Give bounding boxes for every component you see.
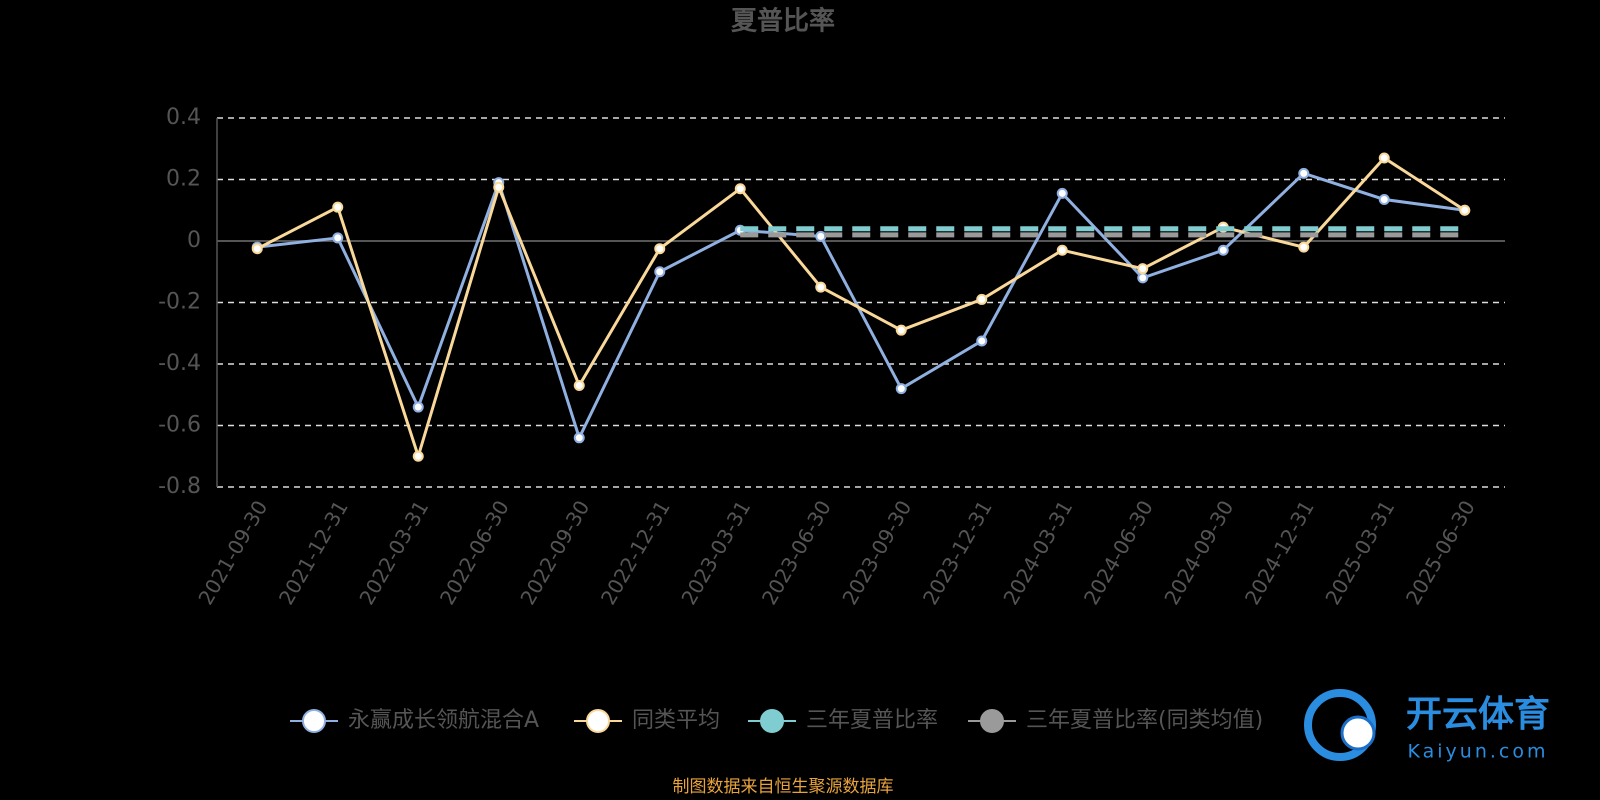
point-marker (1298, 241, 1310, 253)
series-line (257, 171, 1465, 442)
y-tick-label: 0.2 (166, 167, 201, 192)
x-tick-label: 2023-12-31 (918, 496, 997, 609)
watermark: 开云体育 Kaiyun.com (1304, 689, 1550, 763)
x-tick-label: 2022-09-30 (515, 496, 594, 609)
point-marker (1378, 193, 1390, 205)
x-tick-label: 2021-09-30 (193, 496, 272, 609)
point-marker (976, 293, 988, 305)
point-marker (976, 335, 988, 347)
point-marker (815, 230, 827, 242)
point-marker (332, 232, 344, 244)
x-tick-label: 2025-03-31 (1320, 496, 1399, 609)
legend-label: 三年夏普比率 (806, 708, 938, 733)
x-tick-label: 2024-12-31 (1240, 496, 1319, 609)
point-marker (1217, 244, 1229, 256)
point-marker (412, 450, 424, 462)
x-tick-label: 2023-06-30 (757, 496, 836, 609)
x-tick-label: 2023-03-31 (676, 496, 755, 609)
x-tick-label: 2024-06-30 (1079, 496, 1158, 609)
x-tick-label: 2022-12-31 (596, 496, 675, 609)
y-tick-label: -0.2 (158, 290, 201, 315)
x-tick-label: 2024-09-30 (1159, 496, 1238, 609)
legend-label: 同类平均 (632, 708, 720, 733)
legend-marker (760, 709, 784, 733)
watermark-name: 开云体育 (1406, 694, 1550, 735)
y-tick-label: -0.6 (158, 413, 201, 438)
point-marker (1137, 272, 1149, 284)
legend-label: 永赢成长领航混合A (348, 708, 539, 733)
point-marker (1137, 263, 1149, 275)
point-marker (734, 183, 746, 195)
point-marker (815, 281, 827, 293)
point-marker (493, 181, 505, 193)
x-tick-label: 2024-03-31 (998, 496, 1077, 609)
point-marker (895, 324, 907, 336)
x-tick-label: 2022-03-31 (354, 496, 433, 609)
y-tick-label: -0.4 (158, 351, 201, 376)
y-tick-label: -0.8 (158, 474, 201, 499)
y-tick-label: 0.4 (166, 105, 201, 130)
point-marker (251, 243, 263, 255)
legend-marker (586, 709, 610, 733)
x-tick-label: 2022-06-30 (435, 496, 514, 609)
source-note: 制图数据来自恒生聚源数据库 (673, 777, 894, 797)
point-marker (573, 432, 585, 444)
x-tick-label: 2021-12-31 (274, 496, 353, 609)
point-marker (332, 201, 344, 213)
legend-label: 三年夏普比率(同类均值) (1026, 708, 1263, 733)
point-marker (1298, 167, 1310, 179)
chart-title: 夏普比率 (731, 6, 835, 37)
logo-ball (1340, 715, 1376, 751)
point-marker (895, 383, 907, 395)
point-marker (412, 401, 424, 413)
x-tick-label: 2023-09-30 (837, 496, 916, 609)
point-marker (1378, 152, 1390, 164)
point-marker (1056, 187, 1068, 199)
legend-marker (980, 709, 1004, 733)
legend-marker (302, 709, 326, 733)
point-marker (654, 243, 666, 255)
point-marker (1459, 204, 1471, 216)
point-marker (654, 266, 666, 278)
y-tick-label: 0 (187, 228, 201, 253)
point-marker (573, 380, 585, 392)
point-marker (1056, 244, 1068, 256)
watermark-url: Kaiyun.com (1408, 741, 1549, 763)
x-tick-label: 2025-06-30 (1401, 496, 1480, 609)
series-line (256, 156, 1466, 462)
